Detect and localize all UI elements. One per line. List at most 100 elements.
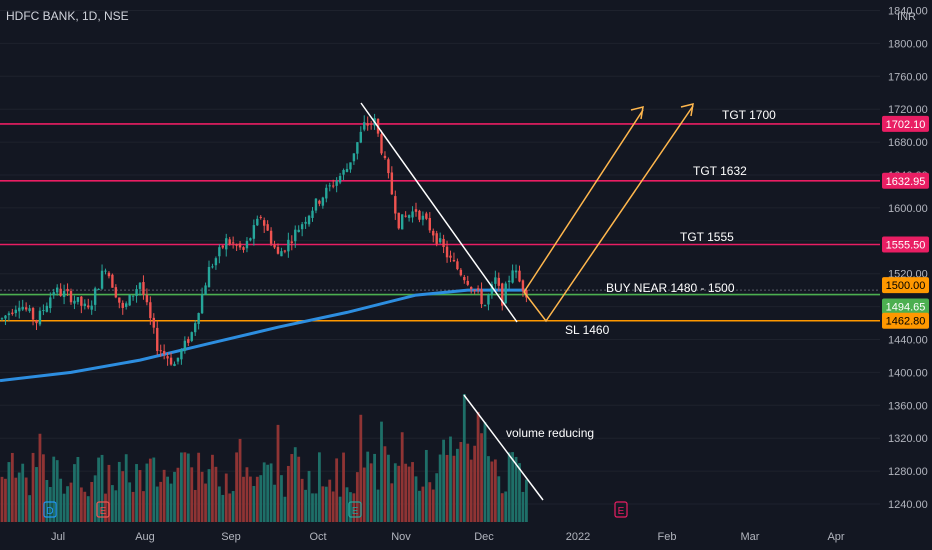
volume-bar	[124, 454, 128, 522]
price-tick-label: 1360.00	[888, 400, 928, 412]
volume-bar	[193, 489, 197, 522]
moving-average-line	[0, 288, 527, 383]
volume-bar	[404, 463, 408, 522]
event-marker-earnings-2[interactable]: E	[348, 501, 362, 518]
candle-body	[104, 270, 107, 272]
candle-body	[45, 305, 49, 312]
candle-body	[200, 294, 204, 314]
volume-bar	[200, 471, 204, 522]
price-tick-label: 1760.00	[888, 71, 928, 83]
time-tick-label: Jul	[51, 531, 65, 543]
volume-bar	[7, 462, 11, 522]
candle-body	[438, 238, 442, 243]
candle-body	[449, 255, 452, 258]
volume-bar	[286, 465, 290, 522]
candle-body	[138, 282, 142, 289]
candle-body	[207, 266, 211, 288]
volume-bar	[521, 491, 525, 522]
projection-arrow-2[interactable]	[523, 105, 694, 323]
tgt-1632-label: TGT 1632	[693, 164, 747, 178]
volume-bar	[62, 493, 66, 522]
volume-bar	[459, 442, 463, 522]
candle-body	[318, 200, 321, 204]
event-marker-dividend[interactable]: D	[43, 501, 57, 518]
volume-bar	[469, 459, 473, 522]
candle-body	[69, 290, 73, 303]
horizontal-levels	[0, 123, 880, 322]
candle-body	[256, 218, 259, 226]
price-tag-label: 1500.00	[886, 280, 926, 292]
candle-body	[494, 277, 497, 284]
candle-body	[128, 294, 131, 306]
price-tags: 1702.10 1632.95 1555.50 1500.00 1494.65 1462.…	[882, 115, 929, 329]
candle-body	[231, 242, 235, 244]
price-tag	[882, 312, 929, 329]
currency-label[interactable]: INR	[897, 11, 916, 23]
candle-body	[504, 283, 507, 304]
candle-body	[149, 302, 152, 319]
price-downtrend-line[interactable]	[360, 102, 518, 323]
volume-bar	[55, 460, 59, 522]
price-tick-label: 1240.00	[888, 499, 928, 511]
candle-body	[456, 261, 459, 270]
volume-bar	[249, 476, 252, 522]
candle-body	[511, 270, 514, 283]
volume-bar	[338, 496, 342, 522]
candle-body	[21, 306, 24, 310]
volume-bar	[35, 467, 38, 522]
candle-body	[166, 356, 169, 359]
volume-bar	[155, 486, 159, 522]
candle-body	[390, 172, 394, 195]
price-tag-label: 1462.80	[886, 316, 926, 328]
candle-body	[473, 289, 476, 291]
volume-bar	[297, 456, 301, 522]
volume-bar	[66, 486, 69, 522]
volume-bar	[293, 447, 297, 522]
projection-arrow-1[interactable]	[523, 109, 644, 293]
candle-body	[14, 309, 17, 314]
candle-body	[287, 239, 290, 252]
volume-note: volume reducing	[506, 426, 594, 440]
volume-bar	[59, 478, 63, 522]
time-tick-label: Mar	[741, 531, 760, 543]
volume-bar	[221, 494, 225, 522]
volume-bar	[390, 483, 394, 522]
candle-body	[145, 294, 149, 303]
volume-bar	[373, 453, 376, 522]
price-tick-label: 1280.00	[888, 466, 928, 478]
time-axis[interactable]: Jul Aug Sep Oct Nov Dec 2022 Feb Mar Apr	[51, 531, 845, 543]
candle-body	[345, 168, 349, 172]
volume-downtrend-line[interactable]	[463, 394, 544, 501]
candle-body	[259, 216, 262, 218]
volume-bar	[79, 487, 83, 522]
volume-bar	[28, 495, 31, 522]
volume-bar	[197, 452, 201, 522]
candle-body	[11, 312, 14, 314]
candle-body	[294, 229, 297, 242]
candle-body	[266, 224, 269, 231]
event-marker-earnings-1[interactable]: E	[96, 501, 110, 518]
volume-bar	[86, 496, 90, 522]
volume-bar	[366, 451, 370, 522]
candle-body	[497, 277, 500, 286]
volume-bar	[100, 454, 104, 522]
volume-bar	[69, 482, 73, 522]
candle-body	[125, 303, 128, 307]
candle-body	[76, 297, 80, 302]
event-marker-earnings-3[interactable]: E	[614, 501, 628, 518]
price-tag-label: 1555.50	[886, 240, 926, 252]
candle-body	[73, 300, 76, 304]
volume-bar	[473, 445, 477, 522]
candle-body	[4, 315, 7, 319]
price-tag-label: 1494.65	[886, 302, 926, 314]
candle-body	[225, 238, 228, 250]
candle-body	[221, 245, 224, 248]
candlesticks	[0, 113, 528, 367]
volume-bar	[507, 452, 511, 522]
volume-bar	[83, 491, 87, 522]
volume-bar	[387, 454, 390, 522]
candle-body	[273, 245, 276, 248]
candle-body	[321, 197, 325, 206]
candle-body	[459, 269, 463, 276]
